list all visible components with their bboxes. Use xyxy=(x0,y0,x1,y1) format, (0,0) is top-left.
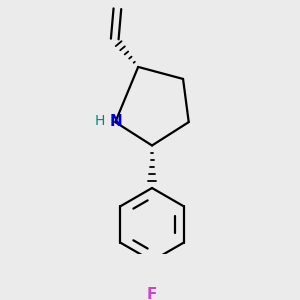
Text: F: F xyxy=(147,287,157,300)
Text: N: N xyxy=(109,114,122,129)
Text: H: H xyxy=(95,114,105,128)
